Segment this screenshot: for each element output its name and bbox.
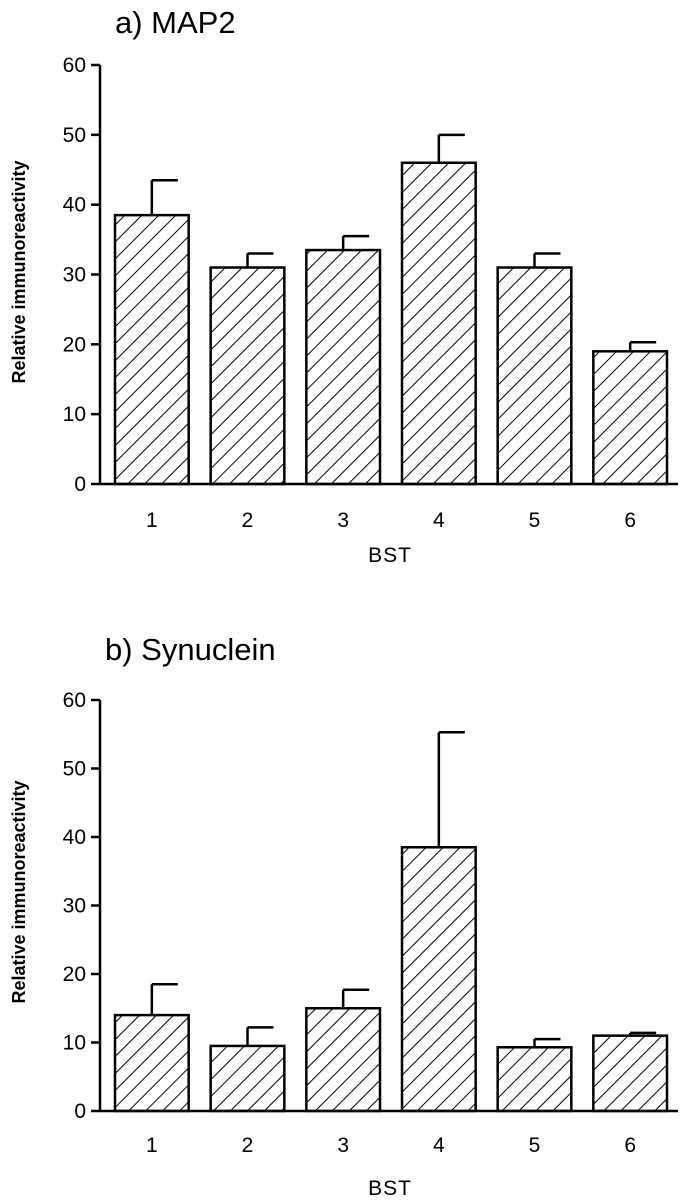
panel-synuclein: b) Synuclein Relative immunoreactivity B… — [9, 632, 678, 1200]
bars — [113, 133, 669, 486]
bar-6 — [592, 1034, 669, 1113]
bar-5 — [496, 266, 573, 486]
bars — [113, 730, 669, 1113]
x-tick-label: 5 — [529, 1134, 541, 1157]
bar-1 — [113, 213, 190, 486]
x-tick-label: 6 — [624, 1134, 636, 1157]
x-ticks: 1 2 3 4 5 6 — [146, 1134, 636, 1157]
x-tick-label: 1 — [146, 1134, 158, 1157]
x-tick-label: 1 — [146, 509, 158, 532]
chart-title: a) MAP2 — [115, 5, 236, 40]
y-tick-label: 20 — [63, 963, 86, 986]
y-axis-label: Relative immunoreactivity — [9, 160, 29, 383]
x-tick-label: 2 — [242, 1134, 254, 1157]
y-tick-label: 60 — [63, 54, 86, 77]
bar-3 — [305, 1007, 382, 1113]
y-tick-label: 50 — [63, 124, 86, 147]
x-tick-label: 6 — [624, 509, 636, 532]
y-ticks: 0 10 20 30 40 50 60 — [63, 54, 100, 496]
bar-1 — [113, 1013, 190, 1113]
y-tick-label: 40 — [63, 194, 86, 217]
bar-4 — [400, 161, 477, 486]
y-tick-label: 60 — [63, 689, 86, 712]
y-tick-label: 50 — [63, 758, 86, 781]
y-tick-label: 10 — [63, 403, 86, 426]
x-axis-label: BST — [368, 544, 412, 567]
x-tick-label: 2 — [242, 509, 254, 532]
y-tick-label: 30 — [63, 895, 86, 918]
y-tick-label: 0 — [74, 473, 86, 496]
y-tick-label: 40 — [63, 826, 86, 849]
x-tick-label: 4 — [433, 1134, 445, 1157]
y-tick-label: 30 — [63, 264, 86, 287]
y-axis-label: Relative immunoreactivity — [9, 780, 29, 1003]
bar-2 — [209, 1044, 286, 1113]
x-tick-label: 5 — [529, 509, 541, 532]
x-axis-label: BST — [368, 1177, 412, 1200]
x-tick-label: 3 — [337, 509, 349, 532]
chart-title: b) Synuclein — [105, 632, 276, 667]
x-ticks: 1 2 3 4 5 6 — [146, 509, 636, 532]
bar-2 — [209, 266, 286, 486]
panel-map2: a) MAP2 Relative immunoreactivity BST 0 1… — [9, 5, 678, 567]
bar-5 — [496, 1046, 573, 1113]
x-tick-label: 4 — [433, 509, 445, 532]
y-tick-label: 10 — [63, 1032, 86, 1055]
y-tick-label: 0 — [74, 1100, 86, 1123]
bar-3 — [305, 248, 382, 486]
y-ticks: 0 10 20 30 40 50 60 — [63, 689, 100, 1123]
y-tick-label: 20 — [63, 333, 86, 356]
x-tick-label: 3 — [337, 1134, 349, 1157]
bar-6 — [592, 350, 669, 486]
bar-4 — [400, 846, 477, 1113]
